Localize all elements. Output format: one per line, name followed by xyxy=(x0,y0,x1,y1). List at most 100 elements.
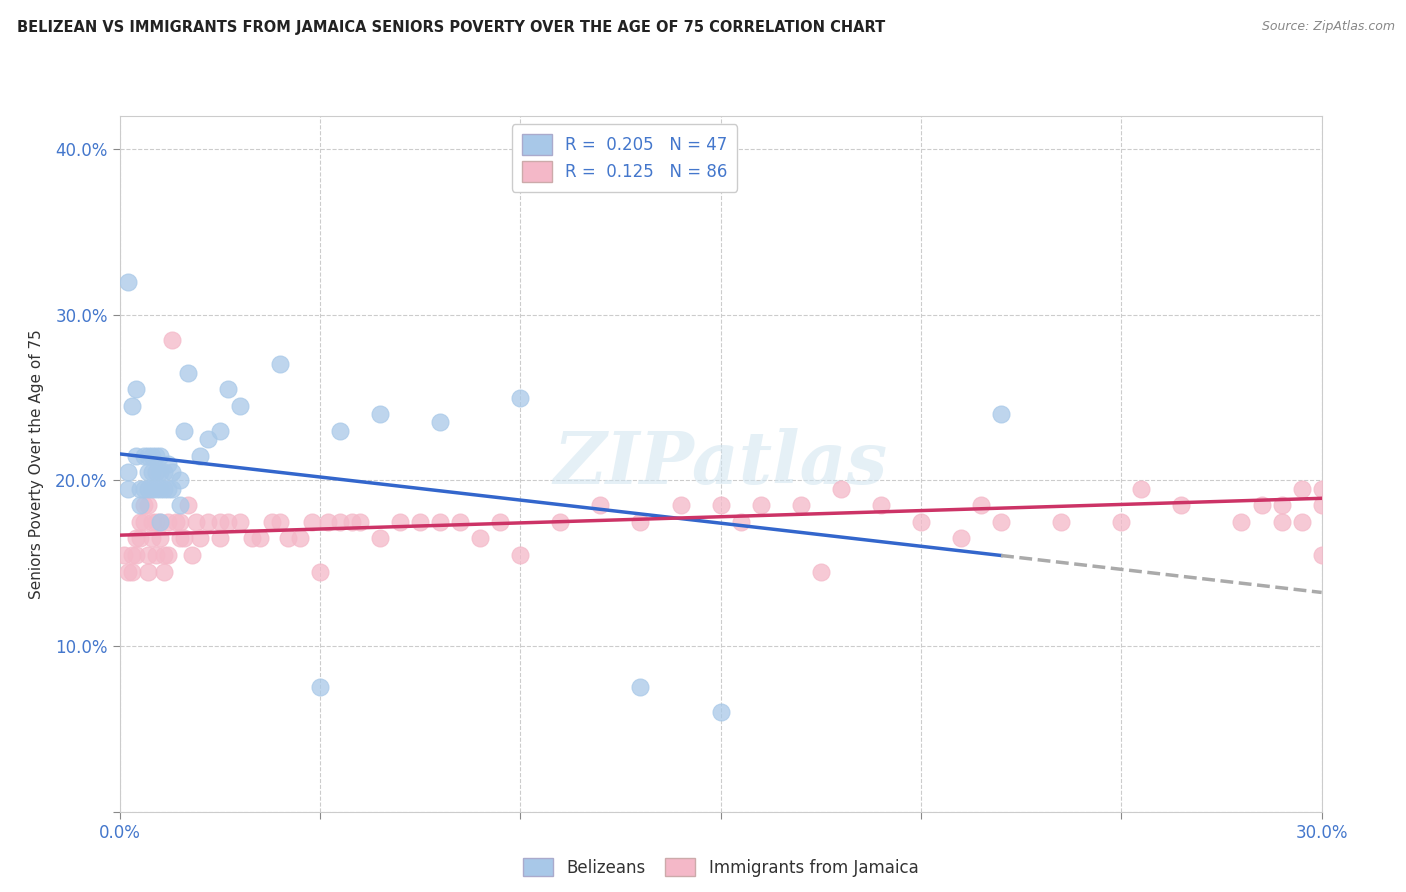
Point xyxy=(188,449,211,463)
Point xyxy=(910,515,932,529)
Point xyxy=(240,532,263,546)
Point xyxy=(132,449,155,463)
Point xyxy=(316,515,339,529)
Point xyxy=(141,465,163,479)
Point xyxy=(152,482,174,496)
Point xyxy=(128,515,150,529)
Point xyxy=(349,515,371,529)
Point xyxy=(1310,498,1333,512)
Point xyxy=(269,515,291,529)
Point xyxy=(1230,515,1253,529)
Point xyxy=(429,416,451,430)
Point xyxy=(145,548,167,562)
Point xyxy=(176,366,198,380)
Point xyxy=(709,706,731,720)
Point xyxy=(1050,515,1073,529)
Y-axis label: Seniors Poverty Over the Age of 75: Seniors Poverty Over the Age of 75 xyxy=(30,329,44,599)
Point xyxy=(156,515,179,529)
Point xyxy=(489,515,512,529)
Point xyxy=(169,474,191,488)
Point xyxy=(589,498,612,512)
Point xyxy=(141,449,163,463)
Point xyxy=(124,548,146,562)
Point xyxy=(1111,515,1133,529)
Point xyxy=(136,465,159,479)
Point xyxy=(160,333,183,347)
Point xyxy=(550,515,572,529)
Point xyxy=(340,515,363,529)
Point xyxy=(1271,515,1294,529)
Point xyxy=(169,515,191,529)
Point xyxy=(309,565,332,579)
Point xyxy=(149,449,172,463)
Point xyxy=(160,465,183,479)
Legend: Belizeans, Immigrants from Jamaica: Belizeans, Immigrants from Jamaica xyxy=(516,851,925,883)
Point xyxy=(117,565,139,579)
Point xyxy=(388,515,412,529)
Point xyxy=(749,498,772,512)
Point xyxy=(1391,333,1406,347)
Point xyxy=(1271,498,1294,512)
Point xyxy=(217,515,239,529)
Point xyxy=(169,532,191,546)
Point xyxy=(145,465,167,479)
Point xyxy=(149,515,172,529)
Point xyxy=(136,565,159,579)
Point xyxy=(184,515,207,529)
Point xyxy=(121,399,143,413)
Point xyxy=(132,515,155,529)
Point xyxy=(269,358,291,372)
Text: Source: ZipAtlas.com: Source: ZipAtlas.com xyxy=(1261,20,1395,33)
Point xyxy=(630,681,652,695)
Point xyxy=(409,515,432,529)
Point xyxy=(160,482,183,496)
Point xyxy=(1291,482,1313,496)
Point xyxy=(121,548,143,562)
Point xyxy=(301,515,323,529)
Point xyxy=(117,482,139,496)
Point xyxy=(810,565,832,579)
Point xyxy=(1250,498,1272,512)
Point xyxy=(329,424,352,438)
Point xyxy=(176,498,198,512)
Point xyxy=(152,548,174,562)
Point xyxy=(141,515,163,529)
Point xyxy=(1310,482,1333,496)
Point xyxy=(197,432,219,446)
Point xyxy=(145,515,167,529)
Point xyxy=(630,515,652,529)
Point xyxy=(149,465,172,479)
Point xyxy=(124,382,146,396)
Point xyxy=(136,482,159,496)
Point xyxy=(136,498,159,512)
Point xyxy=(156,482,179,496)
Point xyxy=(128,532,150,546)
Point xyxy=(156,457,179,471)
Point xyxy=(468,532,492,546)
Point xyxy=(121,565,143,579)
Point xyxy=(790,498,813,512)
Point xyxy=(368,532,391,546)
Point xyxy=(132,498,155,512)
Point xyxy=(1130,482,1153,496)
Point xyxy=(152,465,174,479)
Point xyxy=(165,515,187,529)
Point xyxy=(277,532,299,546)
Point xyxy=(117,465,139,479)
Point xyxy=(128,498,150,512)
Point xyxy=(117,275,139,289)
Point xyxy=(145,449,167,463)
Point xyxy=(429,515,451,529)
Point xyxy=(730,515,752,529)
Point xyxy=(509,391,531,405)
Point xyxy=(173,532,195,546)
Point xyxy=(156,548,179,562)
Point xyxy=(830,482,852,496)
Point xyxy=(217,382,239,396)
Point xyxy=(173,424,195,438)
Point xyxy=(1170,498,1192,512)
Point xyxy=(208,515,231,529)
Point xyxy=(149,532,172,546)
Point xyxy=(368,407,391,421)
Point xyxy=(950,532,973,546)
